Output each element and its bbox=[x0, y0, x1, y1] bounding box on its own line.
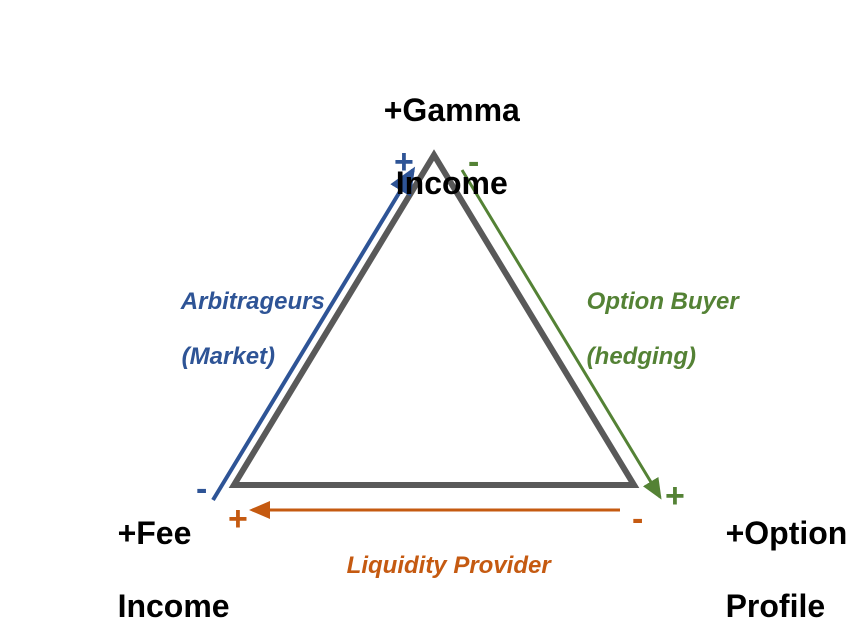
edge-bottom-line1: Liquidity Provider bbox=[347, 552, 551, 579]
edge-right-label: Option Buyer (hedging) bbox=[560, 260, 739, 398]
vertex-right-line1: +Option bbox=[726, 515, 848, 551]
plus-right-head: + bbox=[665, 477, 685, 516]
minus-left-tail: - bbox=[196, 470, 207, 509]
minus-right-tail: - bbox=[468, 143, 479, 182]
edge-left-line2: (Market) bbox=[182, 343, 275, 370]
minus-bottom-tail: - bbox=[632, 500, 643, 539]
plus-bottom-head: + bbox=[228, 500, 248, 539]
edge-right-line2: (hedging) bbox=[587, 343, 696, 370]
edge-left-line1: Arbitrageurs bbox=[181, 288, 325, 315]
vertex-left-line1: +Fee bbox=[118, 515, 192, 551]
edge-right-line1: Option Buyer bbox=[587, 288, 739, 315]
vertex-left-line2: Income bbox=[118, 588, 230, 624]
vertex-left-label: +Fee Income bbox=[82, 478, 230, 638]
edge-left-label: Arbitrageurs (Market) bbox=[155, 260, 325, 398]
vertex-right-label: +Option Profile bbox=[690, 478, 847, 638]
plus-left-head: + bbox=[394, 143, 414, 182]
edge-bottom-label: Liquidity Provider bbox=[320, 524, 551, 607]
vertex-top-label: +Gamma Income bbox=[348, 55, 520, 239]
triangle-diagram: +Gamma Income +Fee Income +Option Profil… bbox=[0, 0, 868, 638]
vertex-right-line2: Profile bbox=[726, 588, 826, 624]
vertex-top-line1: +Gamma bbox=[384, 92, 520, 128]
